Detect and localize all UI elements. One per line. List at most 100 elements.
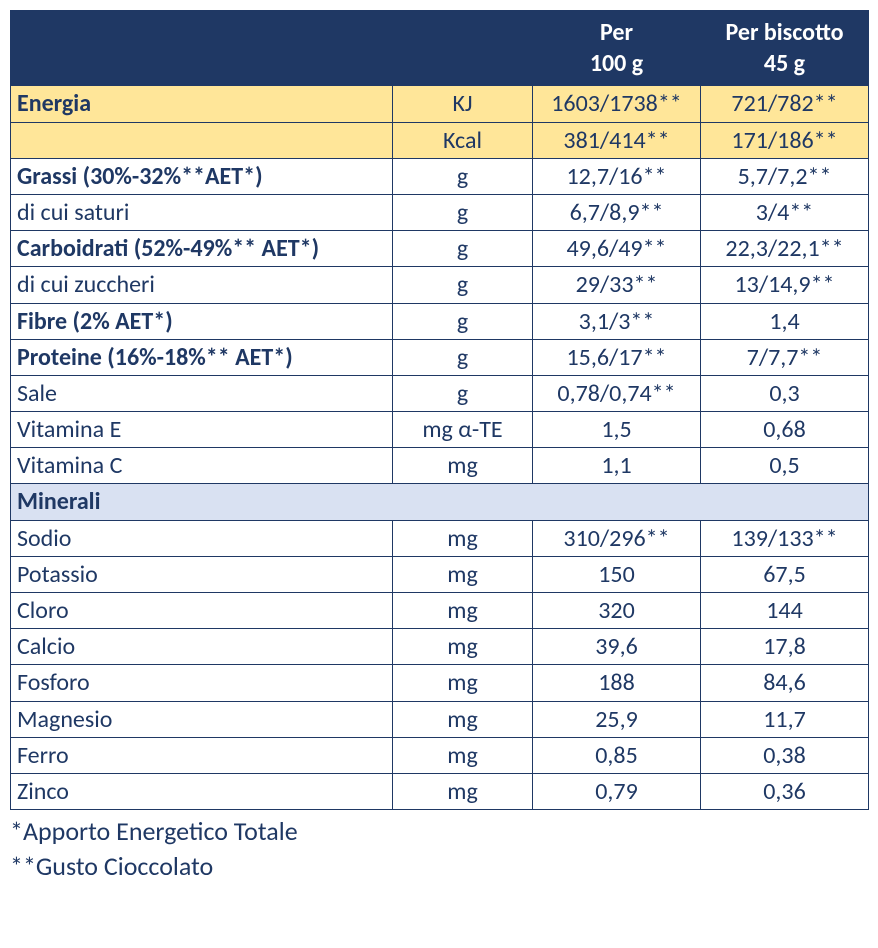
header-per-bisc-line2: 45 g — [705, 48, 864, 79]
cell-per100: 150 — [533, 556, 701, 592]
cell-per100: 310/296** — [533, 520, 701, 556]
cell-per100: 25,9 — [533, 701, 701, 737]
footnote-aet: *Apporto Energetico Totale — [10, 814, 868, 849]
cell-per100: 188 — [533, 665, 701, 701]
cell-label: Cloro — [11, 593, 393, 629]
header-per-100g-line2: 100 g — [537, 48, 696, 79]
cell-per45: 13/14,9** — [701, 267, 869, 303]
cell-unit: mg — [393, 448, 533, 484]
cell-label: di cui zuccheri — [11, 267, 393, 303]
header-per-bisc-line1: Per biscotto — [705, 17, 864, 48]
cell-label: Carboidrati (52%-49%** AET*) — [11, 231, 393, 267]
row-potassio: Potassio mg 150 67,5 — [11, 556, 869, 592]
cell-per100: 0,79 — [533, 773, 701, 809]
cell-label: Potassio — [11, 556, 393, 592]
cell-section-label: Minerali — [11, 484, 869, 520]
row-proteine: Proteine (16%-18%** AET*) g 15,6/17** 7/… — [11, 339, 869, 375]
cell-per100: 15,6/17** — [533, 339, 701, 375]
cell-per100: 320 — [533, 593, 701, 629]
row-zuccheri: di cui zuccheri g 29/33** 13/14,9** — [11, 267, 869, 303]
cell-label: Sale — [11, 375, 393, 411]
header-blank-1 — [11, 11, 393, 86]
row-calcio: Calcio mg 39,6 17,8 — [11, 629, 869, 665]
row-saturi: di cui saturi g 6,7/8,9** 3/4** — [11, 194, 869, 230]
cell-per100: 381/414** — [533, 122, 701, 158]
cell-label: Fosforo — [11, 665, 393, 701]
nutrition-table: Per 100 g Per biscotto 45 g Energia KJ 1… — [10, 10, 869, 810]
cell-label: Vitamina C — [11, 448, 393, 484]
row-fosforo: Fosforo mg 188 84,6 — [11, 665, 869, 701]
row-grassi: Grassi (30%-32%**AET*) g 12,7/16** 5,7/7… — [11, 158, 869, 194]
row-zinco: Zinco mg 0,79 0,36 — [11, 773, 869, 809]
cell-unit: g — [393, 194, 533, 230]
cell-per45: 139/133** — [701, 520, 869, 556]
header-per-biscotto: Per biscotto 45 g — [701, 11, 869, 86]
cell-unit: mg — [393, 737, 533, 773]
footnotes: *Apporto Energetico Totale **Gusto Ciocc… — [10, 814, 868, 884]
cell-unit: mg α-TE — [393, 412, 533, 448]
row-vitamina-c: Vitamina C mg 1,1 0,5 — [11, 448, 869, 484]
cell-per100: 1,5 — [533, 412, 701, 448]
cell-per100: 1603/1738** — [533, 86, 701, 122]
cell-per100: 0,78/0,74** — [533, 375, 701, 411]
cell-label: Fibre (2% AET*) — [11, 303, 393, 339]
cell-per45: 67,5 — [701, 556, 869, 592]
cell-per45: 7/7,7** — [701, 339, 869, 375]
row-ferro: Ferro mg 0,85 0,38 — [11, 737, 869, 773]
cell-per45: 5,7/7,2** — [701, 158, 869, 194]
row-vitamina-e: Vitamina E mg α-TE 1,5 0,68 — [11, 412, 869, 448]
cell-per45: 721/782** — [701, 86, 869, 122]
cell-label — [11, 122, 393, 158]
cell-label: Calcio — [11, 629, 393, 665]
cell-per45: 171/186** — [701, 122, 869, 158]
cell-per45: 1,4 — [701, 303, 869, 339]
header-row: Per 100 g Per biscotto 45 g — [11, 11, 869, 86]
cell-label: Zinco — [11, 773, 393, 809]
cell-unit: g — [393, 231, 533, 267]
cell-per100: 39,6 — [533, 629, 701, 665]
cell-per45: 144 — [701, 593, 869, 629]
cell-per100: 49,6/49** — [533, 231, 701, 267]
header-per-100g: Per 100 g — [533, 11, 701, 86]
row-sale: Sale g 0,78/0,74** 0,3 — [11, 375, 869, 411]
cell-unit: mg — [393, 773, 533, 809]
cell-per100: 0,85 — [533, 737, 701, 773]
row-carboidrati: Carboidrati (52%-49%** AET*) g 49,6/49**… — [11, 231, 869, 267]
row-energia-kcal: Kcal 381/414** 171/186** — [11, 122, 869, 158]
cell-label: Ferro — [11, 737, 393, 773]
cell-label: Energia — [11, 86, 393, 122]
cell-unit: KJ — [393, 86, 533, 122]
cell-per100: 29/33** — [533, 267, 701, 303]
cell-per100: 6,7/8,9** — [533, 194, 701, 230]
row-energia-kj: Energia KJ 1603/1738** 721/782** — [11, 86, 869, 122]
cell-per45: 84,6 — [701, 665, 869, 701]
cell-per45: 0,38 — [701, 737, 869, 773]
cell-label: di cui saturi — [11, 194, 393, 230]
row-sodio: Sodio mg 310/296** 139/133** — [11, 520, 869, 556]
cell-unit: g — [393, 158, 533, 194]
cell-per45: 0,3 — [701, 375, 869, 411]
cell-unit: mg — [393, 665, 533, 701]
cell-label: Magnesio — [11, 701, 393, 737]
cell-unit: g — [393, 303, 533, 339]
cell-per100: 12,7/16** — [533, 158, 701, 194]
cell-per45: 0,36 — [701, 773, 869, 809]
cell-unit: mg — [393, 520, 533, 556]
cell-per45: 22,3/22,1** — [701, 231, 869, 267]
cell-unit: g — [393, 375, 533, 411]
cell-per45: 0,68 — [701, 412, 869, 448]
cell-per45: 11,7 — [701, 701, 869, 737]
row-minerali-section: Minerali — [11, 484, 869, 520]
cell-unit: g — [393, 339, 533, 375]
cell-per45: 17,8 — [701, 629, 869, 665]
cell-unit: g — [393, 267, 533, 303]
row-cloro: Cloro mg 320 144 — [11, 593, 869, 629]
cell-unit: mg — [393, 556, 533, 592]
cell-unit: mg — [393, 593, 533, 629]
nutrition-table-wrapper: Per 100 g Per biscotto 45 g Energia KJ 1… — [10, 10, 868, 884]
cell-unit: mg — [393, 701, 533, 737]
cell-label: Vitamina E — [11, 412, 393, 448]
header-per-100g-line1: Per — [537, 17, 696, 48]
cell-per45: 0,5 — [701, 448, 869, 484]
cell-label: Proteine (16%-18%** AET*) — [11, 339, 393, 375]
